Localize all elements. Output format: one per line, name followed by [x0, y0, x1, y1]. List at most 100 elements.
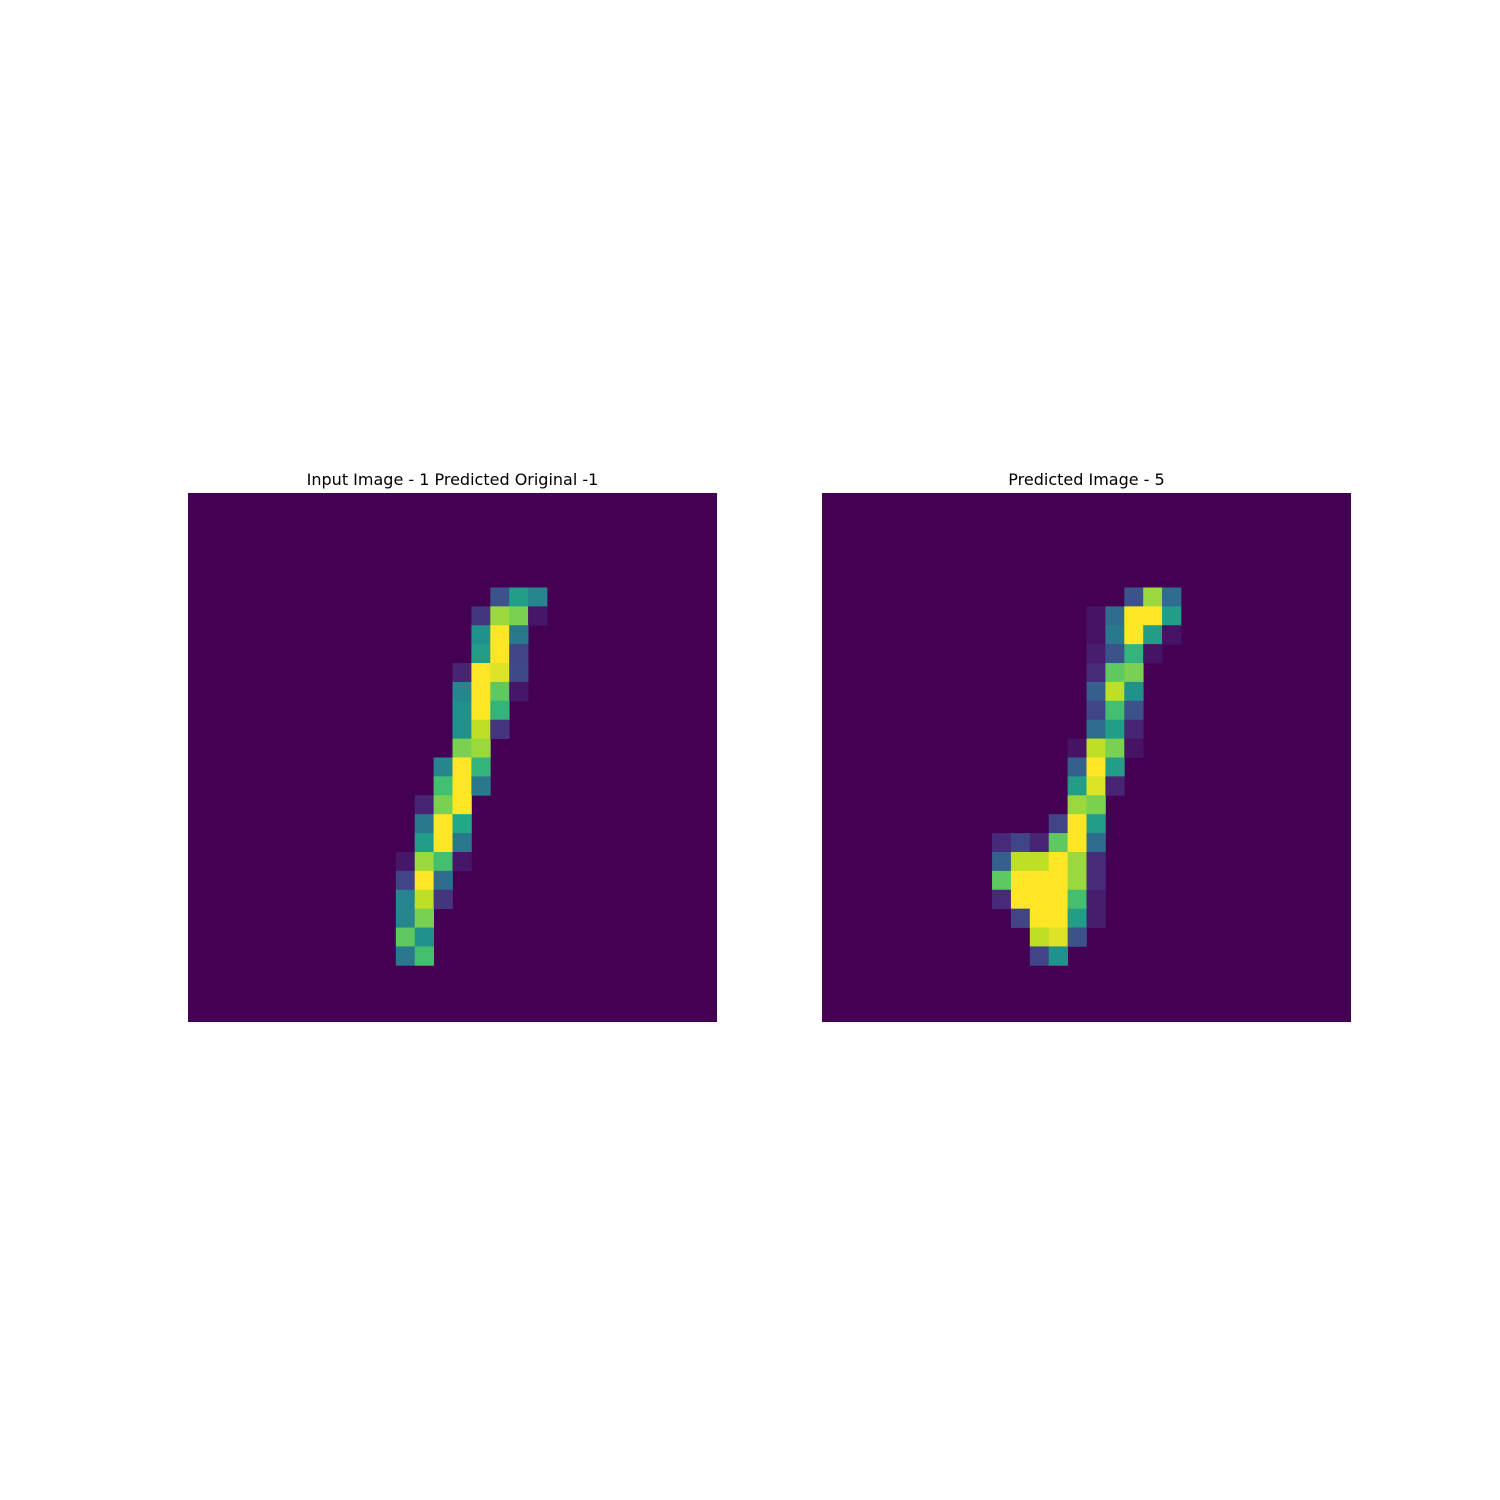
heatmap-cell: [1162, 625, 1182, 645]
heatmap-cell: [1048, 851, 1068, 872]
heatmap-cell: [471, 644, 491, 664]
heatmap-cell: [1086, 776, 1106, 796]
heatmap-cell: [1010, 889, 1031, 910]
heatmap-cell: [1124, 700, 1144, 721]
heatmap-cell: [1067, 738, 1087, 758]
heatmap-cell: [414, 889, 434, 910]
heatmap-cell: [414, 946, 434, 966]
heatmap-cell: [452, 776, 472, 796]
heatmap-cell: [1105, 776, 1125, 796]
heatmap-cell: [1143, 625, 1163, 645]
heatmap-cell: [414, 795, 434, 815]
heatmap-cell: [452, 814, 472, 834]
heatmap-cell: [1086, 738, 1106, 758]
input-image-heatmap: [188, 493, 717, 1022]
heatmap-cell: [1086, 851, 1106, 872]
heatmap-cell: [395, 946, 416, 966]
heatmap-cell: [1143, 606, 1163, 626]
heatmap-cell: [1086, 700, 1106, 721]
heatmap-cell: [471, 776, 491, 796]
heatmap-cell: [1105, 719, 1125, 739]
heatmap-cell: [414, 927, 434, 947]
heatmap-cell: [471, 738, 491, 758]
heatmap-cell: [992, 889, 1012, 910]
heatmap-cell: [1010, 908, 1031, 928]
heatmap-cell: [414, 814, 434, 834]
heatmap-cell: [1086, 719, 1106, 739]
heatmap-cell: [992, 870, 1012, 891]
heatmap-cell: [452, 663, 472, 683]
heatmap-cell: [1086, 870, 1106, 891]
heatmap-cell: [471, 625, 491, 645]
heatmap-cell: [1067, 833, 1087, 853]
heatmap-cell: [1048, 908, 1068, 928]
heatmap-cell: [1086, 795, 1106, 815]
heatmap-cell: [1162, 587, 1182, 607]
heatmap-cell: [471, 681, 491, 702]
heatmap-cell: [1048, 870, 1068, 891]
heatmap-cell: [490, 606, 510, 626]
heatmap-cell: [452, 700, 472, 721]
heatmap-cell: [1048, 927, 1068, 947]
heatmap-cell: [1086, 814, 1106, 834]
heatmap-cell: [490, 681, 510, 702]
heatmap-cell: [1086, 889, 1106, 910]
heatmap-cell: [452, 833, 472, 853]
heatmap-cell: [1086, 681, 1106, 702]
heatmap-cell: [433, 833, 453, 853]
heatmap-cell: [1124, 644, 1144, 664]
heatmap-cell: [1029, 833, 1050, 853]
input-image-title: Input Image - 1 Predicted Original -1: [306, 470, 599, 489]
heatmap-cell: [1162, 606, 1182, 626]
heatmap-cell: [1124, 625, 1144, 645]
heatmap-cell: [1029, 908, 1050, 928]
heatmap-cell: [471, 700, 491, 721]
heatmap-cell: [1067, 776, 1087, 796]
heatmap-cell: [1067, 889, 1087, 910]
predicted-image-heatmap: [822, 493, 1351, 1022]
heatmap-cell: [1010, 833, 1031, 853]
heatmap-cell: [1086, 663, 1106, 683]
heatmap-cell: [1105, 625, 1125, 645]
heatmap-cell: [433, 851, 453, 872]
heatmap-cell: [992, 833, 1012, 853]
heatmap-cell: [1010, 851, 1031, 872]
heatmap-cell: [509, 681, 529, 702]
heatmap-cell: [452, 851, 472, 872]
heatmap-cell: [433, 776, 453, 796]
heatmap-cell: [395, 927, 416, 947]
heatmap-cell: [528, 587, 548, 607]
heatmap-cell: [1105, 700, 1125, 721]
heatmap-cell: [433, 757, 453, 777]
heatmap-cell: [414, 833, 434, 853]
heatmap-cell: [395, 870, 416, 891]
heatmap-cell: [1010, 870, 1031, 891]
heatmap-cell: [414, 851, 434, 872]
heatmap-cell: [1086, 606, 1106, 626]
heatmap-cell: [433, 795, 453, 815]
heatmap-cell: [509, 606, 529, 626]
heatmap-cell: [490, 587, 510, 607]
heatmap-cell: [1067, 795, 1087, 815]
heatmap-cell: [1029, 946, 1050, 966]
heatmap-cell: [1029, 927, 1050, 947]
heatmap-cell: [1048, 833, 1068, 853]
heatmap-cell: [1029, 851, 1050, 872]
heatmap-cell: [490, 700, 510, 721]
heatmap-cell: [1105, 681, 1125, 702]
heatmap-cell: [395, 889, 416, 910]
heatmap-cell: [1124, 719, 1144, 739]
heatmap-cell: [1067, 851, 1087, 872]
heatmap-cell: [992, 851, 1012, 872]
heatmap-cell: [1105, 738, 1125, 758]
heatmap-cell: [1048, 814, 1068, 834]
heatmap-cell: [1067, 927, 1087, 947]
heatmap-cell: [1105, 606, 1125, 626]
heatmap-cell: [1124, 587, 1144, 607]
heatmap-cell: [471, 719, 491, 739]
heatmap-cell: [1105, 757, 1125, 777]
heatmap-cell: [1067, 908, 1087, 928]
heatmap-cell: [471, 663, 491, 683]
heatmap-cell: [1067, 757, 1087, 777]
predicted-image-title: Predicted Image - 5: [1008, 470, 1165, 489]
